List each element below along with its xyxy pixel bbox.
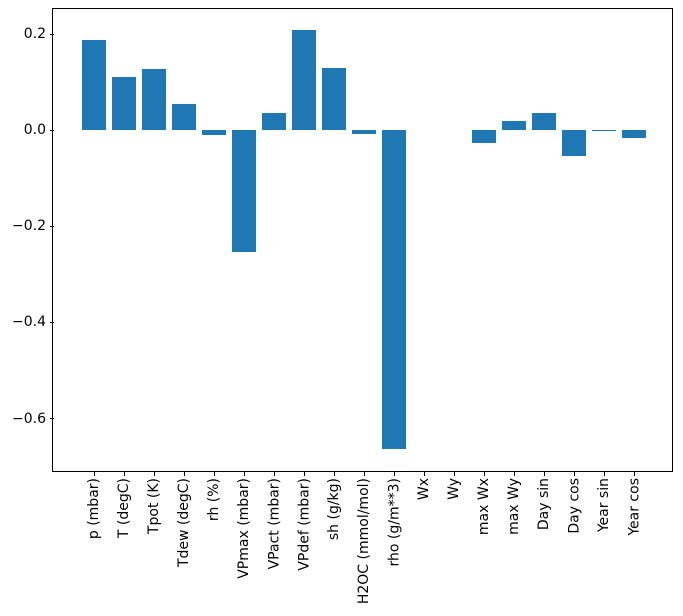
x-tick-label-text: p (mbar) — [86, 478, 103, 540]
bar-year-sin — [592, 130, 617, 132]
y-tick-label: −0.4 — [12, 314, 46, 331]
x-tick-mark — [273, 472, 275, 476]
bar-h2oc-mmol-mol — [352, 130, 377, 134]
bar-rho-g-m-3 — [382, 130, 407, 450]
x-tick-mark — [483, 472, 485, 476]
x-tick-label-text: Year sin — [596, 478, 613, 533]
bar-max-wy — [502, 121, 527, 131]
y-tick-label: 0.0 — [23, 122, 46, 139]
y-tick-mark — [49, 225, 54, 227]
bar-t-degc — [112, 77, 137, 131]
x-tick-label-text: Tpot (K) — [146, 478, 163, 535]
x-tick-mark — [513, 472, 515, 476]
bar-max-wx — [472, 130, 497, 143]
y-tick-mark — [49, 129, 54, 131]
x-tick-mark — [423, 472, 425, 476]
bar-p-mbar — [82, 40, 107, 131]
bar-vpmax-mbar — [232, 130, 257, 253]
x-tick-mark — [213, 472, 215, 476]
x-tick-label-text: T (degC) — [116, 478, 133, 539]
y-tick-label: −0.6 — [12, 410, 46, 427]
bar-rh — [202, 130, 227, 136]
x-tick-mark — [333, 472, 335, 476]
x-tick-mark — [123, 472, 125, 476]
y-tick-label: −0.2 — [12, 218, 46, 235]
x-tick-mark — [243, 472, 245, 476]
bar-day-cos — [562, 130, 587, 157]
y-tick-label: 0.2 — [23, 26, 46, 42]
x-tick-label-text: Year cos — [626, 478, 643, 536]
x-tick-mark — [153, 472, 155, 476]
x-tick-label-text: rh (%) — [206, 478, 223, 522]
x-tick-mark — [183, 472, 185, 476]
x-tick-mark — [93, 472, 95, 476]
x-tick-label-text: Wx — [416, 478, 433, 501]
x-tick-label-text: VPdef (mbar) — [296, 478, 313, 571]
x-tick-label-text: Day sin — [536, 478, 553, 531]
x-tick-mark — [633, 472, 635, 476]
y-tick-mark — [49, 33, 54, 35]
x-tick-label-text: rho (g/m**3) — [386, 478, 403, 567]
x-tick-mark — [543, 472, 545, 476]
x-tick-mark — [603, 472, 605, 476]
x-tick-label-text: max Wy — [506, 478, 523, 535]
bar-tdew-degc — [172, 103, 197, 131]
bar-sh-g-kg — [322, 68, 347, 131]
x-tick-label-text: Wy — [446, 478, 463, 500]
bar-tpot-k — [142, 68, 167, 131]
y-tick-mark — [49, 321, 54, 323]
x-tick-label-text: Day cos — [566, 478, 583, 534]
x-tick-mark — [363, 472, 365, 476]
y-tick-mark — [49, 418, 54, 420]
x-tick-mark — [303, 472, 305, 476]
bar-year-cos — [622, 130, 647, 139]
x-tick-mark — [573, 472, 575, 476]
x-tick-label-text: H2OC (mmol/mol) — [356, 478, 373, 605]
x-tick-label-text: VPmax (mbar) — [236, 478, 253, 579]
bar-day-sin — [532, 113, 557, 131]
bar-vpact-mbar — [262, 113, 287, 131]
bar-vpdef-mbar — [292, 30, 317, 131]
x-tick-mark — [453, 472, 455, 476]
x-tick-label-text: sh (g/kg) — [326, 478, 343, 541]
x-tick-mark — [393, 472, 395, 476]
x-tick-label-text: Tdew (degC) — [176, 478, 193, 568]
x-tick-label-text: VPact (mbar) — [266, 478, 283, 570]
x-tick-label-text: max Wx — [476, 478, 493, 536]
